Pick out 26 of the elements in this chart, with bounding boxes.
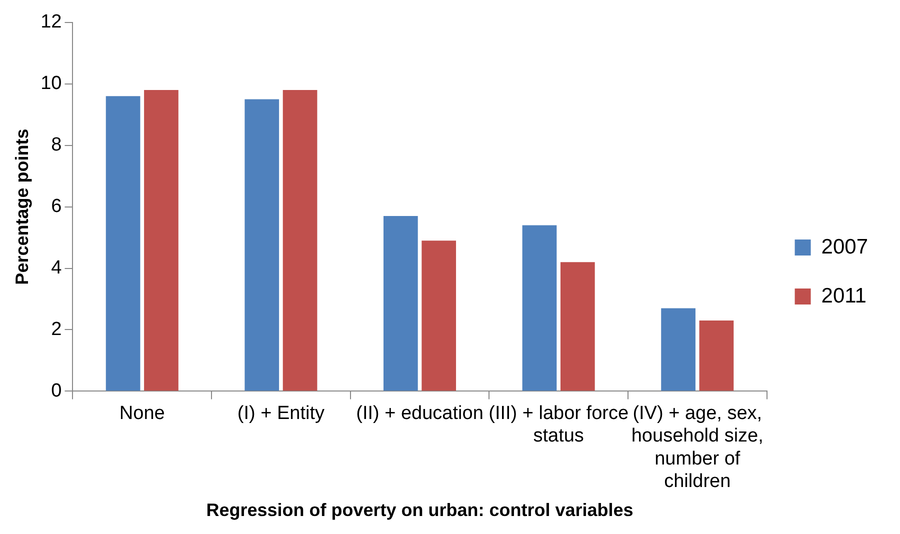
bar — [522, 225, 557, 391]
y-tick-label: 10 — [40, 73, 62, 94]
legend-label: 2011 — [821, 284, 866, 308]
y-tick-label: 2 — [51, 318, 62, 340]
y-tick-label: 0 — [51, 380, 62, 402]
y-tick-label: 6 — [51, 196, 62, 218]
bar — [560, 262, 595, 391]
x-axis-title: Regression of poverty on urban: control variables — [206, 500, 634, 520]
bar — [144, 90, 178, 391]
y-tick-label: 8 — [51, 134, 62, 156]
bar — [282, 90, 318, 391]
bar — [661, 308, 696, 391]
x-tick-label: (II) + education — [356, 402, 484, 424]
x-tick-label: (IV) + age, sex, household size, number of children — [631, 402, 764, 492]
y-tick-label: 4 — [51, 258, 62, 278]
x-tick-label: (I) + Entity — [237, 402, 325, 424]
bar — [699, 320, 734, 391]
legend-label: 2007 — [821, 235, 868, 258]
bar — [244, 99, 280, 391]
bar — [106, 96, 140, 391]
bar — [422, 240, 456, 391]
y-tick-label: 12 — [40, 12, 62, 33]
x-tick-label: (III) + labor force status — [488, 402, 629, 447]
y-axis-title: Percentage points — [12, 128, 32, 285]
x-tick-label: None — [119, 402, 165, 424]
bar — [383, 216, 418, 391]
